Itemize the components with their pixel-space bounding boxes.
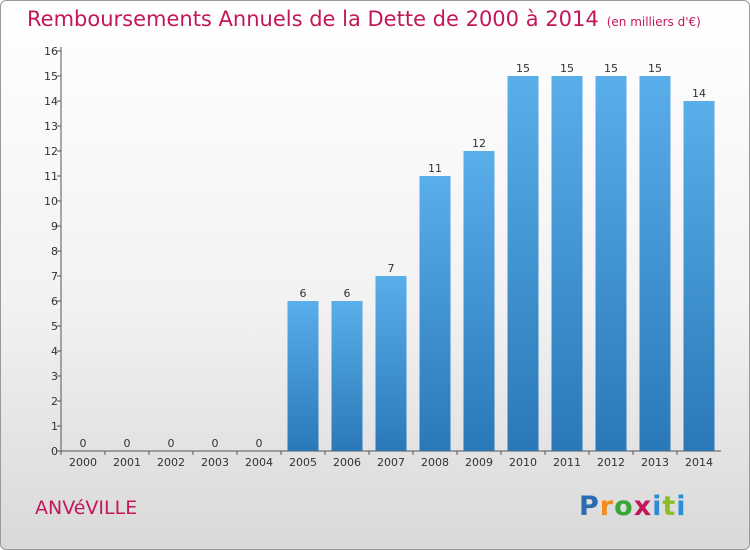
x-tick-label: 2013 bbox=[641, 456, 669, 469]
bar bbox=[331, 301, 363, 451]
x-tick-label: 2014 bbox=[685, 456, 713, 469]
y-tick-label: 10 bbox=[44, 195, 58, 208]
x-tick-label: 2012 bbox=[597, 456, 625, 469]
x-tick-label: 2007 bbox=[377, 456, 405, 469]
bar-value-label: 0 bbox=[168, 437, 175, 450]
x-tick-label: 2003 bbox=[201, 456, 229, 469]
bar-value-label: 15 bbox=[560, 62, 574, 75]
y-tick-label: 13 bbox=[44, 120, 58, 133]
y-tick-label: 9 bbox=[51, 220, 58, 233]
y-tick-label: 15 bbox=[44, 70, 58, 83]
chart-subtitle: (en milliers d'€) bbox=[606, 15, 701, 29]
bar-value-label: 0 bbox=[256, 437, 263, 450]
bar-value-label: 6 bbox=[300, 287, 307, 300]
y-tick-label: 2 bbox=[51, 395, 58, 408]
y-tick-label: 8 bbox=[51, 245, 58, 258]
bar-value-label: 0 bbox=[124, 437, 131, 450]
y-tick-label: 16 bbox=[44, 45, 58, 58]
y-tick-label: 7 bbox=[51, 270, 58, 283]
bar-value-label: 7 bbox=[388, 262, 395, 275]
x-tick-label: 2005 bbox=[289, 456, 317, 469]
y-tick-label: 6 bbox=[51, 295, 58, 308]
chart-title: Remboursements Annuels de la Dette de 20… bbox=[27, 7, 701, 31]
x-tick-label: 2001 bbox=[113, 456, 141, 469]
bar-value-label: 15 bbox=[604, 62, 618, 75]
bar bbox=[639, 76, 671, 451]
bar-value-label: 0 bbox=[212, 437, 219, 450]
bar-value-label: 14 bbox=[692, 87, 706, 100]
bar bbox=[375, 276, 407, 451]
y-tick-label: 11 bbox=[44, 170, 58, 183]
bar-value-label: 12 bbox=[472, 137, 486, 150]
x-tick-label: 2004 bbox=[245, 456, 273, 469]
y-tick-label: 14 bbox=[44, 95, 58, 108]
town-name: ANVéVILLE bbox=[35, 497, 138, 519]
x-tick-label: 2009 bbox=[465, 456, 493, 469]
bar bbox=[595, 76, 627, 451]
plot-area: 0123456789101112131415160200002001020020… bbox=[44, 45, 721, 469]
bar bbox=[683, 101, 715, 451]
chart-title-text: Remboursements Annuels de la Dette de 20… bbox=[27, 7, 599, 31]
bar-value-label: 11 bbox=[428, 162, 442, 175]
x-tick-label: 2000 bbox=[69, 456, 97, 469]
y-tick-label: 0 bbox=[51, 445, 58, 458]
bar bbox=[419, 176, 451, 451]
x-tick-label: 2008 bbox=[421, 456, 449, 469]
x-tick-label: 2002 bbox=[157, 456, 185, 469]
bar bbox=[287, 301, 319, 451]
x-tick-label: 2006 bbox=[333, 456, 361, 469]
x-tick-label: 2010 bbox=[509, 456, 537, 469]
y-tick-label: 5 bbox=[51, 320, 58, 333]
bar-value-label: 15 bbox=[516, 62, 530, 75]
x-tick-label: 2011 bbox=[553, 456, 581, 469]
y-tick-label: 12 bbox=[44, 145, 58, 158]
bar bbox=[507, 76, 539, 451]
bar bbox=[463, 151, 495, 451]
bar-value-label: 0 bbox=[80, 437, 87, 450]
proxiti-logo: Proxiti bbox=[579, 491, 687, 522]
bar-value-label: 6 bbox=[344, 287, 351, 300]
bar-value-label: 15 bbox=[648, 62, 662, 75]
y-tick-label: 3 bbox=[51, 370, 58, 383]
y-tick-label: 4 bbox=[51, 345, 58, 358]
bar bbox=[551, 76, 583, 451]
y-tick-label: 1 bbox=[51, 420, 58, 433]
